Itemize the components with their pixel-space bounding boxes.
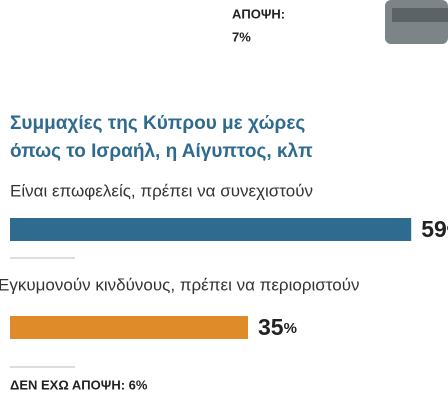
category-label: Εγκυμονούν κινδύνους, πρέπει να περιορισ…: [0, 275, 360, 294]
value-label: 35%: [258, 314, 297, 340]
value-label: 59%: [421, 216, 448, 242]
annotation: ΑΠΟΨΗ:: [232, 6, 285, 21]
photo-detail: [392, 8, 448, 22]
annotation: 7%: [232, 29, 251, 44]
chart-title: Συμμαχίες της Κύπρου με χώρες: [10, 113, 305, 134]
chart-title: όπως το Ισραήλ, η Αίγυπτος, κλπ: [10, 141, 313, 162]
category-label: Είναι επωφελείς, πρέπει να συνεχιστούν: [10, 181, 313, 200]
note: ΔΕΝ ΕΧΩ ΑΠΟΨΗ: 6%: [10, 377, 148, 392]
bar: [10, 316, 248, 339]
bar: [10, 218, 412, 241]
